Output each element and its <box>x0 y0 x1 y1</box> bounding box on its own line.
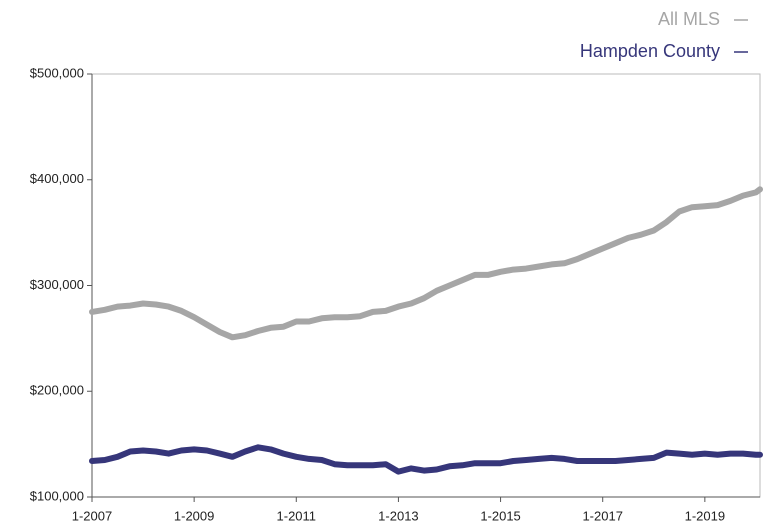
y-tick-label: $200,000 <box>30 383 84 398</box>
y-tick-label: $300,000 <box>30 277 84 292</box>
series-line <box>89 186 763 341</box>
series-line <box>89 444 763 475</box>
legend-label: All MLS <box>658 9 720 29</box>
x-tick-label: 1-2007 <box>72 508 112 523</box>
legend-label: Hampden County <box>580 41 720 61</box>
y-tick-label: $100,000 <box>30 488 84 503</box>
x-tick-label: 1-2019 <box>685 508 725 523</box>
x-tick-label: 1-2017 <box>582 508 622 523</box>
y-tick-label: $400,000 <box>30 171 84 186</box>
plot-frame <box>91 73 761 498</box>
x-tick-label: 1-2009 <box>174 508 214 523</box>
x-tick-label: 1-2011 <box>277 508 317 523</box>
x-tick-label: 1-2013 <box>378 508 418 523</box>
y-tick-label: $500,000 <box>30 65 84 80</box>
x-tick-label: 1-2015 <box>480 508 520 523</box>
